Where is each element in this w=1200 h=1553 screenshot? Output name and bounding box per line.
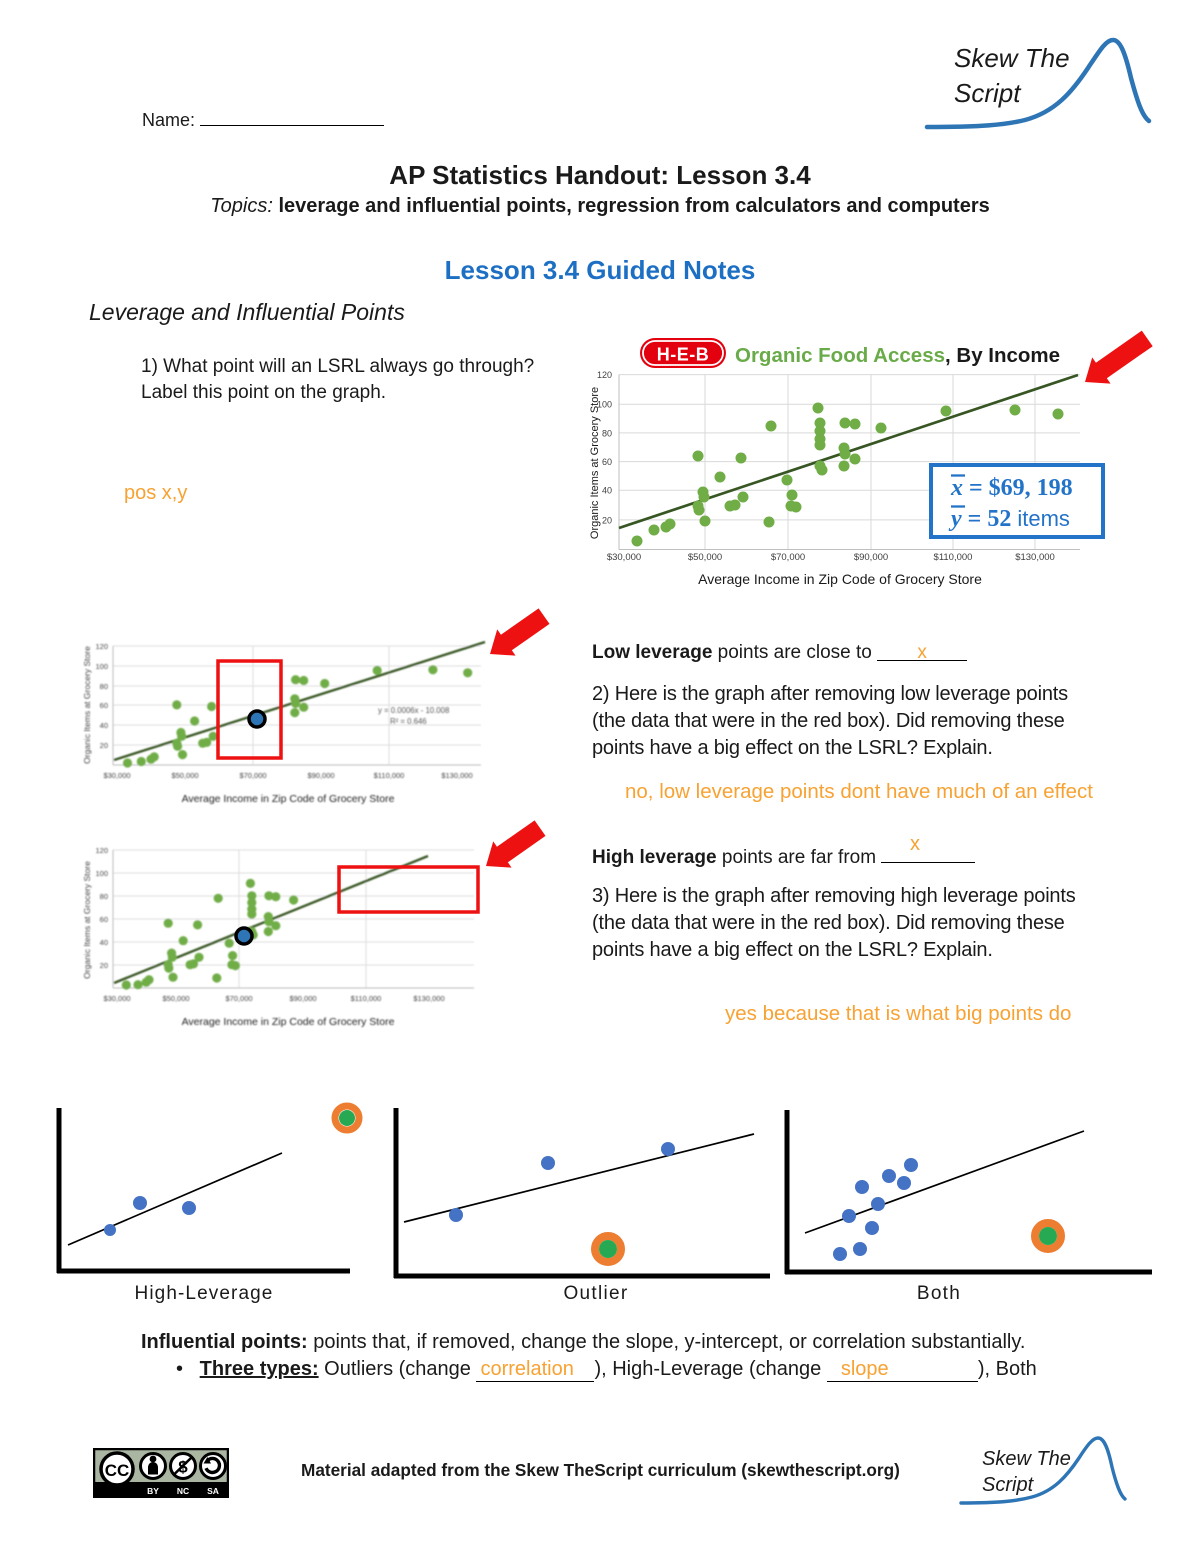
svg-text:$30,000: $30,000: [103, 771, 130, 780]
svg-text:80: 80: [100, 892, 108, 901]
svg-text:80: 80: [100, 682, 108, 691]
svg-text:SA: SA: [207, 1486, 219, 1496]
svg-text:60: 60: [100, 915, 108, 924]
svg-text:$30,000: $30,000: [103, 994, 130, 1003]
svg-text:Skew The: Skew The: [982, 1448, 1071, 1470]
svg-text:NC: NC: [177, 1486, 189, 1496]
svg-text:$110,000: $110,000: [351, 994, 382, 1003]
svg-text:80: 80: [602, 428, 612, 438]
svg-text:R² = 0.646: R² = 0.646: [390, 717, 427, 726]
svg-text:Skew The: Skew The: [954, 43, 1070, 73]
svg-text:40: 40: [100, 721, 108, 730]
svg-text:y = 0.0006x - 10.008: y = 0.0006x - 10.008: [378, 706, 449, 715]
svg-text:Script: Script: [982, 1474, 1035, 1496]
svg-text:120: 120: [597, 370, 612, 380]
svg-text:60: 60: [100, 701, 108, 710]
svg-text:Organic Items at Grocery Store: Organic Items at Grocery Store: [589, 387, 601, 539]
svg-text:CC: CC: [105, 1461, 130, 1480]
svg-text:120: 120: [95, 642, 108, 651]
svg-text:Organic Items at Grocery Store: Organic Items at Grocery Store: [82, 646, 92, 764]
svg-text:100: 100: [95, 869, 108, 878]
svg-text:$70,000: $70,000: [239, 771, 266, 780]
svg-text:40: 40: [100, 938, 108, 947]
svg-text:BY: BY: [147, 1486, 159, 1496]
svg-text:High-Leverage: High-Leverage: [135, 1283, 274, 1304]
svg-text:$50,000: $50,000: [171, 771, 198, 780]
svg-text:Organic Food Access, By Income: Organic Food Access, By Income: [735, 344, 1060, 367]
svg-text:$90,000: $90,000: [307, 771, 334, 780]
svg-text:$70,000: $70,000: [225, 994, 252, 1003]
svg-text:$50,000: $50,000: [162, 994, 189, 1003]
svg-text:$110,000: $110,000: [934, 552, 973, 563]
svg-text:20: 20: [602, 515, 612, 525]
svg-text:y = 52 items: y = 52 items: [948, 506, 1070, 532]
svg-text:120: 120: [95, 846, 108, 855]
svg-text:Script: Script: [954, 78, 1022, 108]
svg-text:$90,000: $90,000: [289, 994, 316, 1003]
svg-text:Organic Items at Grocery Store: Organic Items at Grocery Store: [82, 861, 92, 979]
svg-text:60: 60: [602, 457, 612, 467]
svg-text:100: 100: [95, 662, 108, 671]
svg-text:H-E-B: H-E-B: [657, 345, 710, 365]
svg-text:$30,000: $30,000: [607, 552, 641, 563]
svg-text:$70,000: $70,000: [771, 552, 805, 563]
svg-text:Both: Both: [917, 1283, 961, 1304]
svg-text:$50,000: $50,000: [688, 552, 722, 563]
svg-text:Average Income in Zip Code of: Average Income in Zip Code of Grocery St…: [182, 1016, 395, 1028]
svg-text:20: 20: [100, 741, 108, 750]
svg-text:$130,000: $130,000: [413, 994, 444, 1003]
svg-text:x = $69, 198: x = $69, 198: [950, 475, 1073, 501]
svg-text:$130,000: $130,000: [1015, 552, 1055, 563]
svg-text:20: 20: [100, 961, 108, 970]
svg-text:40: 40: [602, 486, 612, 496]
svg-text:100: 100: [597, 400, 612, 410]
svg-text:$130,000: $130,000: [441, 771, 472, 780]
svg-text:Outlier: Outlier: [563, 1283, 628, 1304]
svg-text:$90,000: $90,000: [854, 552, 888, 563]
svg-text:Average Income in Zip Code of: Average Income in Zip Code of Grocery St…: [182, 793, 395, 805]
svg-text:Average Income in Zip Code of: Average Income in Zip Code of Grocery St…: [698, 571, 982, 587]
svg-text:$110,000: $110,000: [374, 771, 405, 780]
